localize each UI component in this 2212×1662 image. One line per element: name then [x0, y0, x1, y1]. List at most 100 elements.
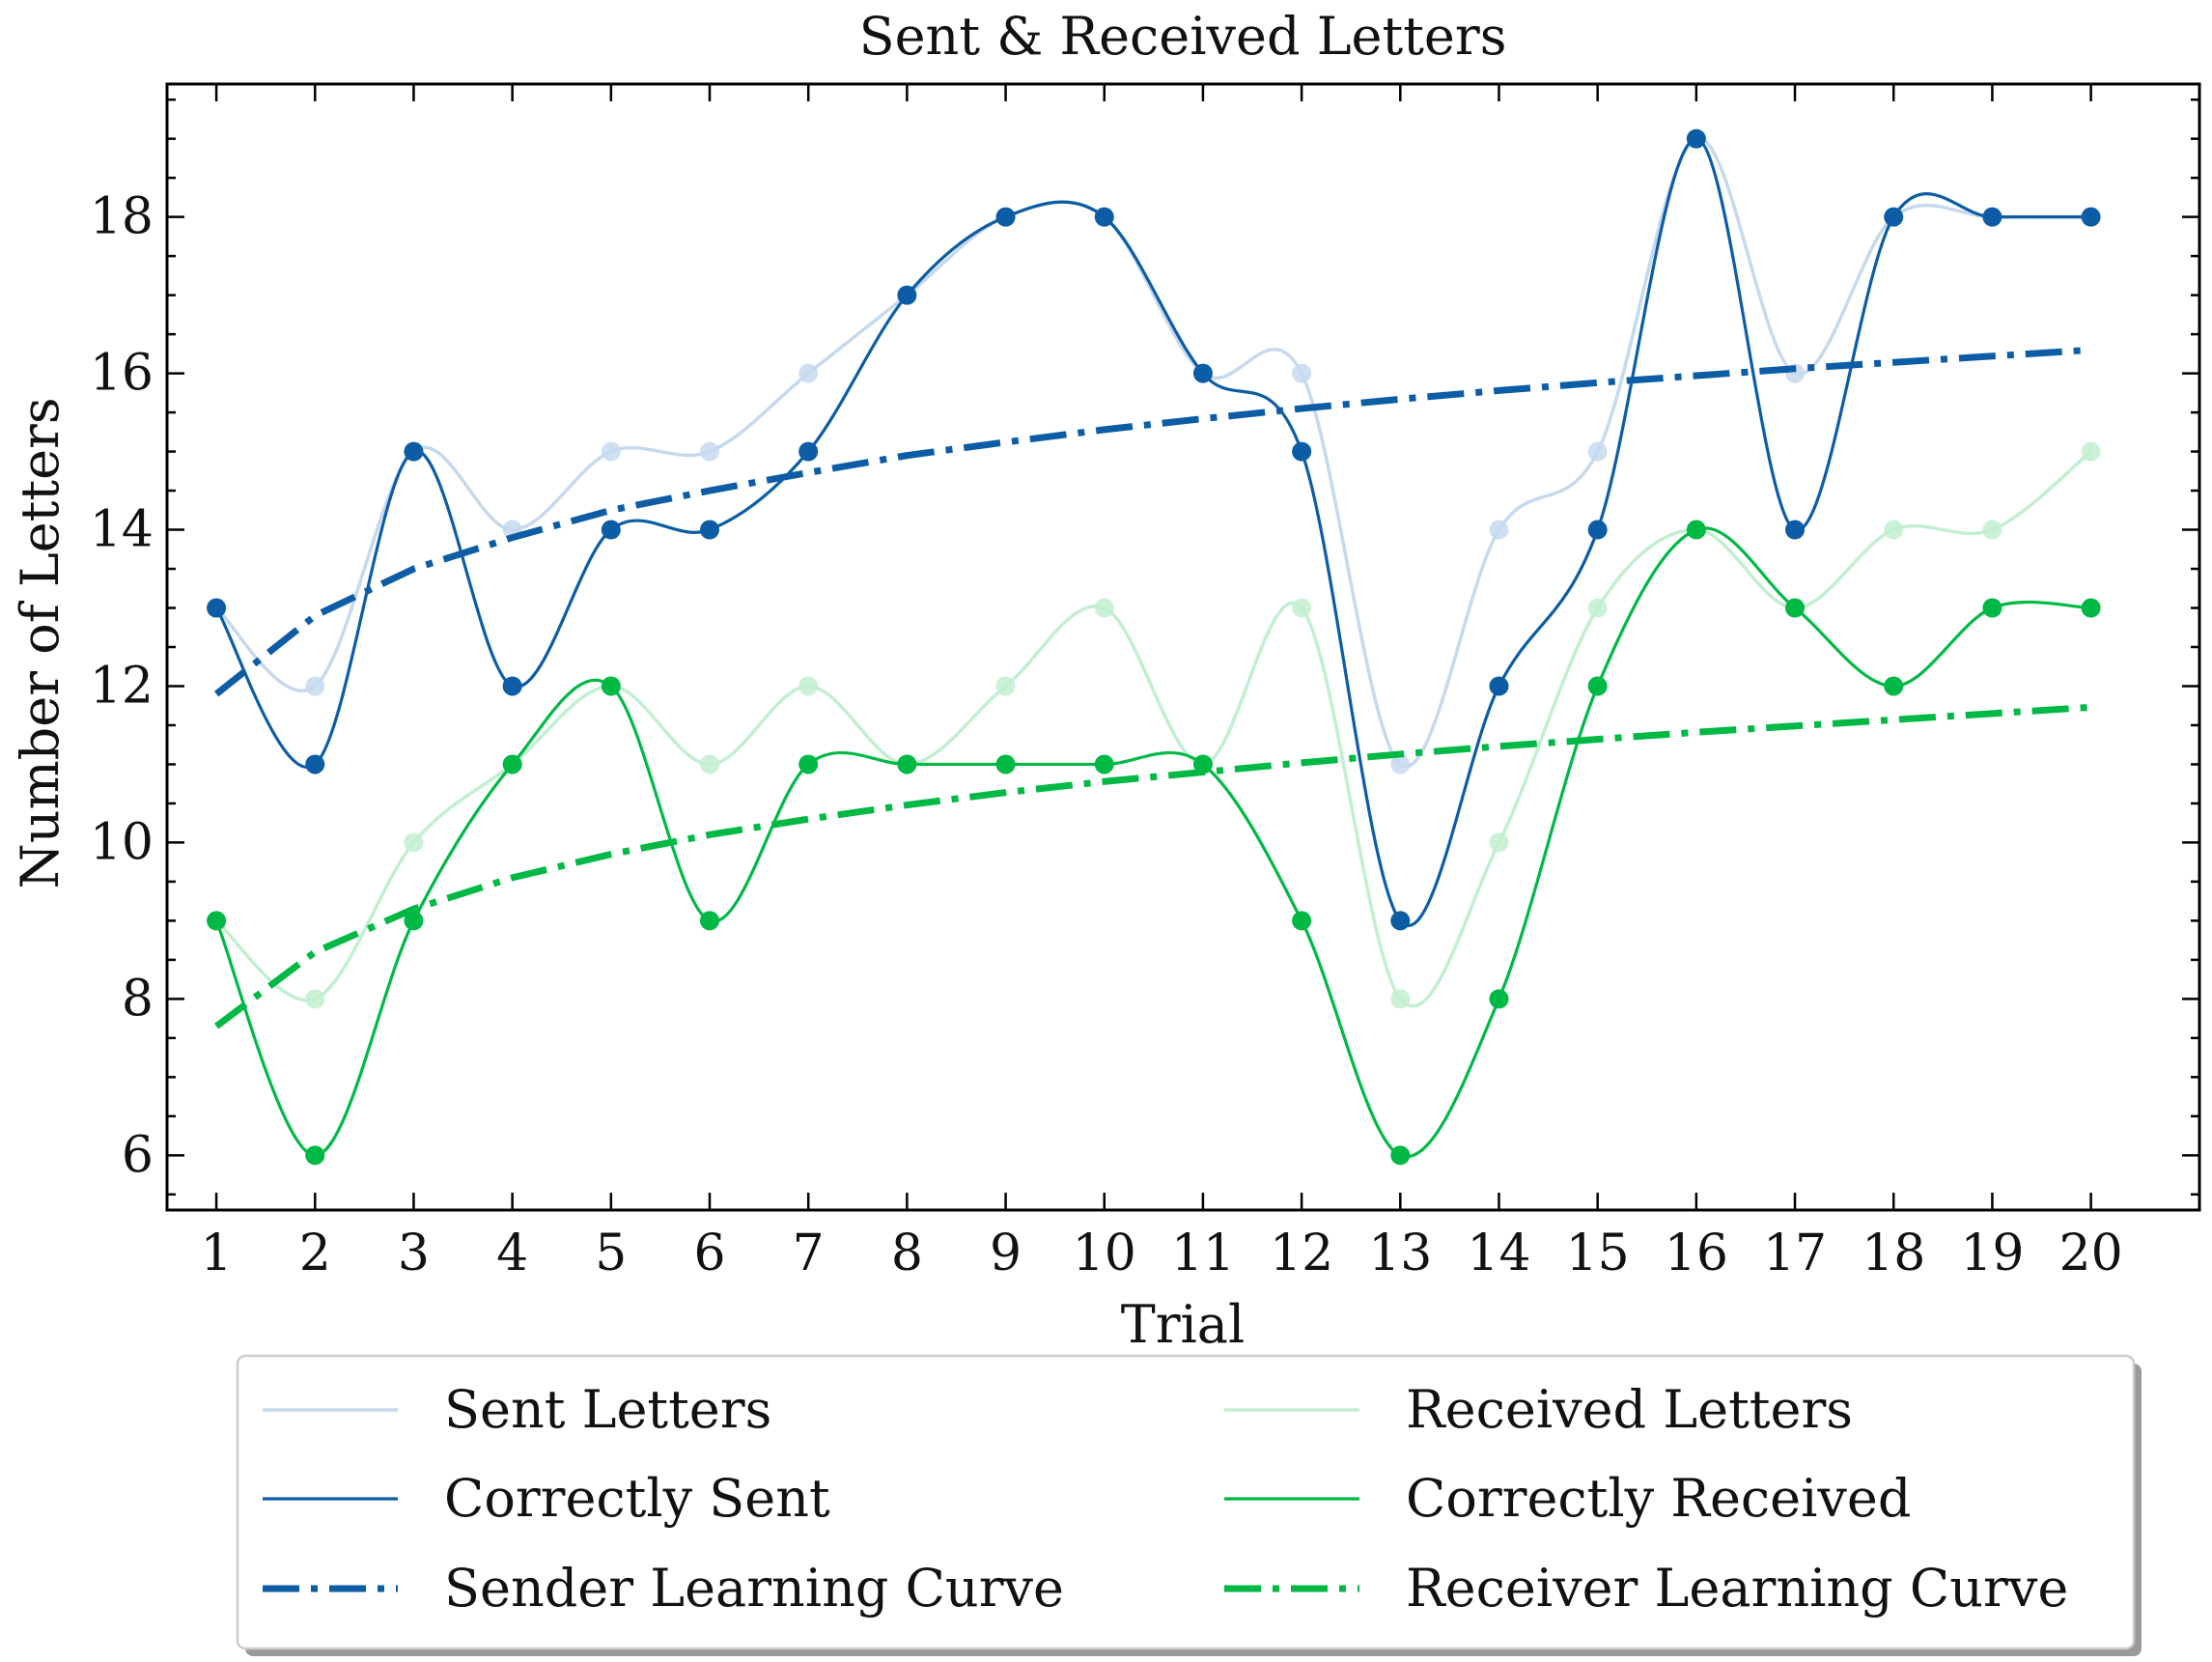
correctly-received-point-2 — [305, 1145, 325, 1166]
legend: Sent Letters Received Letters Correctly Se… — [236, 1354, 2142, 1656]
correctly-sent-point-1 — [207, 598, 227, 618]
x-tick-label-6: 6 — [693, 1225, 725, 1282]
received-letters-point-2 — [305, 989, 325, 1009]
correctly-received-point-18 — [1884, 676, 1904, 696]
correctly-received-point-19 — [1982, 598, 2002, 618]
correctly-received-point-7 — [798, 754, 819, 775]
sent-letters-point-6 — [700, 441, 720, 462]
x-tick-label-19: 19 — [1960, 1225, 2024, 1282]
x-tick-label-10: 10 — [1073, 1225, 1136, 1282]
correctly-sent-point-6 — [700, 520, 720, 540]
received-letters-point-13 — [1390, 989, 1411, 1009]
received-letters-point-9 — [995, 676, 1016, 696]
sent-letters-point-5 — [601, 441, 621, 462]
sent-letters-point-14 — [1489, 520, 1509, 540]
received-letters-point-19 — [1982, 520, 2002, 540]
x-tick-label-17: 17 — [1763, 1225, 1827, 1282]
x-tick-label-2: 2 — [299, 1225, 331, 1282]
correctly-received-point-4 — [502, 754, 522, 775]
sender-learning-curve-line — [213, 346, 2091, 697]
y-tick-label-10: 10 — [90, 813, 154, 871]
correctly-sent-point-15 — [1587, 520, 1608, 540]
received-letters-point-12 — [1292, 598, 1312, 618]
correctly-received-point-8 — [897, 754, 917, 775]
correctly-sent-point-18 — [1884, 207, 1904, 227]
correctly-sent-point-7 — [798, 441, 819, 462]
correctly-sent-point-5 — [601, 520, 621, 540]
legend-label-receiver-learning-curve: Receiver Learning Curve — [1406, 1558, 2068, 1619]
legend-label-correctly-received: Correctly Received — [1406, 1468, 1911, 1529]
correctly-received-point-15 — [1587, 676, 1608, 696]
chart-title: Sent & Received Letters — [859, 6, 1507, 67]
receiver-learning-curve-line — [213, 703, 2091, 1029]
x-tick-label-15: 15 — [1566, 1225, 1630, 1282]
plot-area — [207, 128, 2101, 1166]
correctly-sent-point-16 — [1686, 128, 1706, 149]
received-letters-point-7 — [798, 676, 819, 696]
x-tick-label-20: 20 — [2059, 1225, 2123, 1282]
x-tick-label-1: 1 — [201, 1225, 233, 1282]
correctly-sent-point-9 — [995, 207, 1016, 227]
x-tick-label-7: 7 — [793, 1225, 825, 1282]
y-tick-label-18: 18 — [90, 188, 154, 246]
correctly-sent-point-2 — [305, 754, 325, 775]
x-tick-label-8: 8 — [891, 1225, 923, 1282]
received-letters-point-3 — [404, 832, 424, 853]
correctly-received-point-14 — [1489, 989, 1509, 1009]
received-letters-point-6 — [700, 754, 720, 775]
x-tick-label-14: 14 — [1467, 1225, 1530, 1282]
correctly-received-point-17 — [1785, 598, 1806, 618]
received-letters-point-10 — [1094, 598, 1114, 618]
correctly-received-line — [214, 526, 2091, 1159]
x-tick-label-13: 13 — [1368, 1225, 1432, 1282]
correctly-received-point-16 — [1686, 520, 1706, 540]
correctly-received-point-5 — [601, 676, 621, 696]
y-tick-label-14: 14 — [90, 501, 154, 559]
x-tick-label-3: 3 — [398, 1225, 430, 1282]
x-tick-label-11: 11 — [1171, 1225, 1235, 1282]
legend-label-sender-learning-curve: Sender Learning Curve — [444, 1558, 1064, 1619]
received-letters-point-14 — [1489, 832, 1509, 853]
correctly-sent-point-14 — [1489, 676, 1509, 696]
correctly-received-point-10 — [1094, 754, 1114, 775]
correctly-sent-line — [214, 137, 2091, 927]
x-tick-label-9: 9 — [990, 1225, 1022, 1282]
correctly-sent-point-11 — [1192, 363, 1213, 383]
correctly-received-point-1 — [207, 911, 227, 931]
x-tick-label-5: 5 — [595, 1225, 627, 1282]
x-tick-label-4: 4 — [496, 1225, 528, 1282]
sent-letters-point-12 — [1292, 363, 1312, 383]
x-tick-label-16: 16 — [1665, 1225, 1728, 1282]
received-letters-point-18 — [1884, 520, 1904, 540]
correctly-sent-point-3 — [404, 441, 424, 462]
correctly-received-point-20 — [2081, 598, 2101, 618]
correctly-sent-point-12 — [1292, 441, 1312, 462]
sent-letters-point-7 — [798, 363, 819, 383]
legend-label-received-letters: Received Letters — [1406, 1379, 1853, 1440]
correctly-sent-point-19 — [1982, 207, 2002, 227]
correctly-sent-point-10 — [1094, 207, 1114, 227]
correctly-received-point-9 — [995, 754, 1016, 775]
sent-letters-point-2 — [305, 676, 325, 696]
correctly-received-point-11 — [1192, 754, 1213, 775]
x-axis-label: Trial — [1121, 1294, 1246, 1355]
correctly-sent-point-4 — [502, 676, 522, 696]
sent-letters-point-13 — [1390, 754, 1411, 775]
received-letters-point-15 — [1587, 598, 1608, 618]
sent-letters-point-15 — [1587, 441, 1608, 462]
correctly-received-point-6 — [700, 911, 720, 931]
correctly-received-point-12 — [1292, 911, 1312, 931]
legend-label-sent-letters: Sent Letters — [444, 1379, 771, 1440]
y-tick-label-8: 8 — [122, 970, 154, 1028]
legend-box — [236, 1354, 2136, 1650]
y-tick-label-16: 16 — [90, 345, 154, 403]
x-tick-label-12: 12 — [1270, 1225, 1333, 1282]
axes: 1 2 3 4 5 6 7 8 9 10 11 12 13 14 15 16 17 18 19 20681012141… — [90, 82, 2201, 1282]
correctly-sent-point-17 — [1785, 520, 1806, 540]
y-tick-label-12: 12 — [90, 657, 154, 715]
correctly-sent-point-20 — [2081, 207, 2101, 227]
legend-label-correctly-sent: Correctly Sent — [444, 1468, 830, 1529]
x-tick-label-18: 18 — [1862, 1225, 1925, 1282]
